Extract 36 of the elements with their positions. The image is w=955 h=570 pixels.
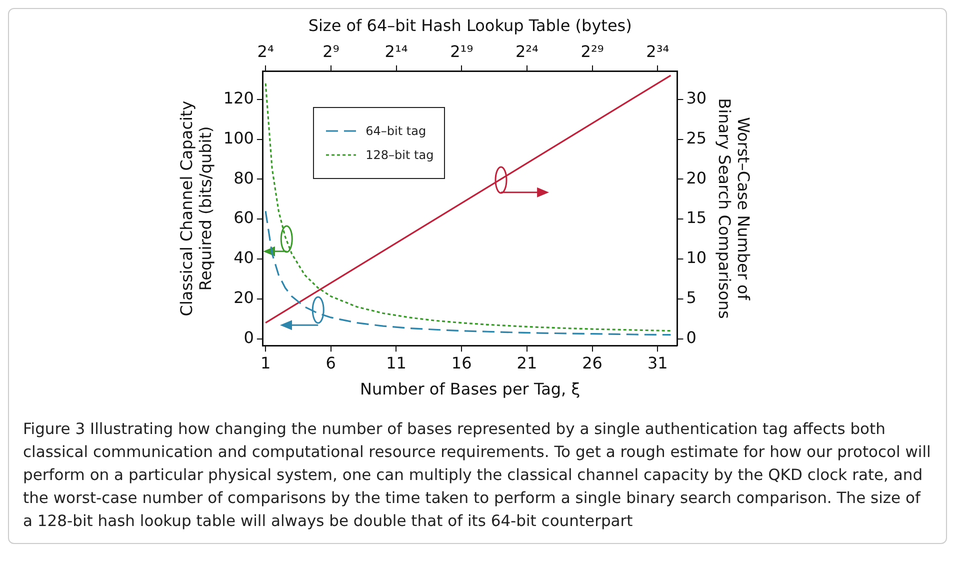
x2-tick-label: 2¹⁹ [450,42,474,61]
x2-tick-label: 2⁴ [257,42,274,61]
y-tick-label: 100 [223,128,254,148]
x-tick-label: 21 [516,353,538,372]
x-tick-label: 26 [582,353,602,372]
y2-tick-label: 30 [686,88,707,108]
x2-axis-title: Size of 64–bit Hash Lookup Table (bytes) [308,16,632,35]
x2-tick-label: 2²⁹ [580,42,604,61]
x-tick-label: 11 [386,353,406,372]
y2-axis-title: Worst–Case Number of Binary Search Comparisons [715,98,754,319]
x2-tick-label: 2⁹ [322,42,340,61]
y2-tick-label: 15 [686,208,707,228]
y-tick-label: 120 [223,88,254,108]
x-tick-label: 16 [451,353,472,372]
x2-tick-label: 2¹⁴ [384,42,408,61]
y-axis-title: Classical Channel Capacity Required (bits/qubit) [176,100,215,316]
x-tick-label: 6 [326,353,336,372]
x-tick-label: 1 [260,353,271,372]
y2-tick-label: 20 [686,168,707,188]
y2-tick-label: 5 [686,288,696,308]
y-tick-label: 0 [244,328,254,347]
x2-tick-label: 2²⁴ [515,42,538,61]
x-axis-title: Number of Bases per Tag, ξ [360,380,580,399]
y-tick-label: 40 [234,248,254,268]
y2-tick-label: 0 [686,328,696,347]
legend-label: 128–bit tag [366,148,434,162]
line-series [264,210,672,336]
legend-label: 64–bit tag [366,124,426,138]
y-tick-label: 80 [234,168,254,188]
y2-tick-label: 25 [686,128,707,148]
y2-tick-label: 10 [686,248,707,268]
y-tick-label: 60 [234,208,254,228]
y-tick-label: 20 [234,288,254,308]
caption: Figure 3 Illustrating how changing the number of bases represented by a single authentication tag affects both classical communication and computational resource requirements. To get a rough estimate for how our protocol will perform on a particular physical system, one can multiply the classical channel capacity by the QKD clock rate, and the worst-case number of comparisons by the time taken to perform a single binary search comparison. The size of a 128-bit hash lookup table will always be double that of its 64-bit counterpart [23,419,932,532]
x-tick-label: 31 [647,353,668,372]
x2-tick-label: 2³⁴ [646,42,670,61]
